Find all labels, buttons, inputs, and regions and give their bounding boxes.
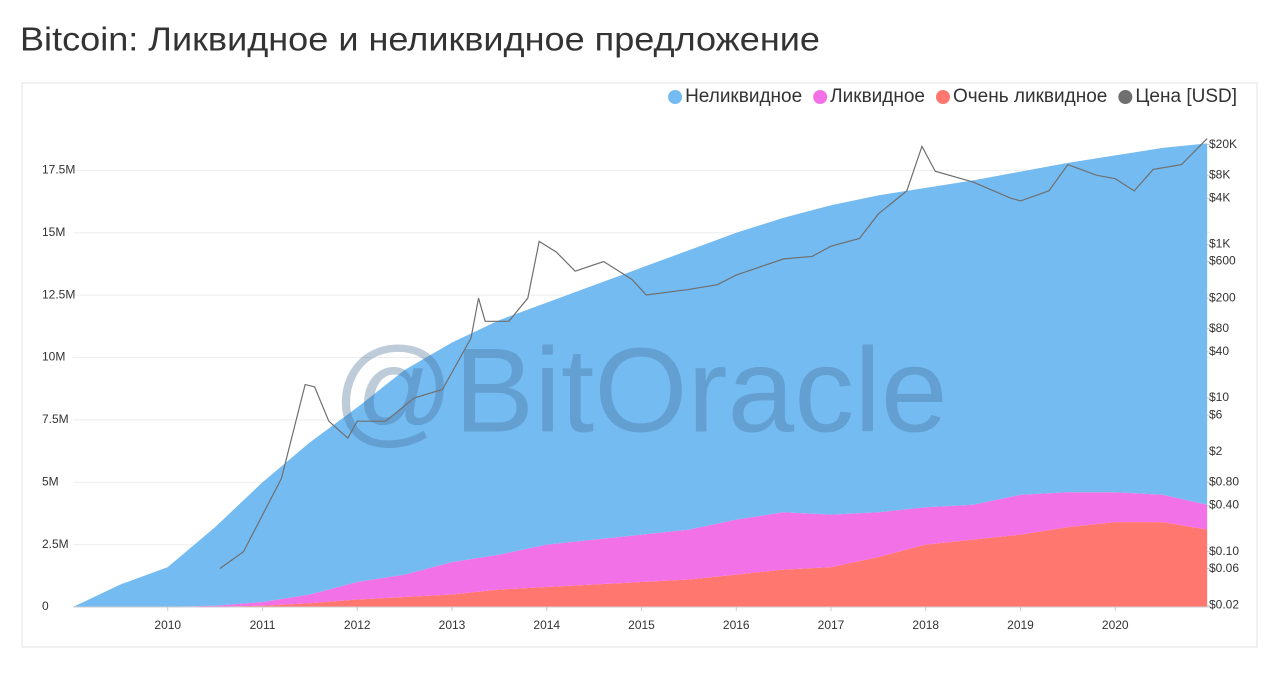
y2-tick-label: $0.06	[1209, 561, 1239, 575]
y2-tick-label: $2	[1209, 444, 1223, 458]
y2-tick-label: $1K	[1209, 237, 1230, 251]
x-tick-label: 2016	[723, 618, 750, 632]
y2-tick-label: $0.10	[1209, 544, 1239, 558]
legend-label: Ликвидное	[830, 86, 925, 107]
chart-frame	[21, 82, 1258, 648]
y2-tick-label: $10	[1209, 390, 1229, 404]
y2-tick-label: $200	[1209, 290, 1236, 304]
y2-tick-label: $600	[1209, 254, 1236, 268]
foreground: 0 2.5M 5M 7.5M 10M 12.5M 15M 17.5M $20K $8K $4K $1K…	[42, 86, 1239, 632]
y2-tick-label: $0.02	[1209, 597, 1239, 611]
x-tick-label: 2017	[818, 618, 845, 632]
y2-tick-label: $20K	[1209, 137, 1237, 151]
legend-dot	[1118, 90, 1133, 104]
area	[73, 492, 1208, 607]
x-tick-label: 2018	[912, 618, 939, 632]
area	[73, 522, 1208, 607]
legend-dot	[936, 90, 950, 104]
x-tick-label: 2020	[1102, 618, 1129, 632]
x-tick-label: 2013	[439, 618, 466, 632]
x-tick-label: 2010	[154, 618, 181, 632]
legend-dot	[813, 90, 828, 104]
legend-label: Неликвидное	[685, 86, 802, 107]
y-tick-label: 12.5M	[42, 287, 75, 301]
y-tick-label: 17.5M	[42, 163, 75, 177]
y2-tick-label: $0.80	[1209, 474, 1239, 488]
y-tick-label: 10M	[42, 350, 65, 364]
legend-label: Очень ликвидное	[953, 86, 1107, 107]
watermark: @BitOracle	[332, 324, 947, 458]
price-line	[219, 138, 1208, 570]
y2-tick-label: $8K	[1209, 167, 1230, 181]
x-tick-label: 2011	[250, 618, 276, 632]
y-tick-label: 5M	[42, 474, 59, 488]
legend-label: Цена [USD]	[1135, 86, 1237, 107]
y2-tick-label: $40	[1209, 344, 1229, 358]
y2-tick-label: $80	[1209, 321, 1229, 335]
y2-tick-label: $6	[1209, 407, 1223, 421]
x-tick-label: 2015	[628, 618, 655, 632]
y2-tick-label: $0.40	[1209, 498, 1239, 512]
areas	[73, 143, 1208, 607]
x-tick-label: 2019	[1007, 618, 1034, 632]
y-tick-label: 7.5M	[42, 412, 69, 426]
y2-tick-label: $4K	[1209, 190, 1230, 204]
legend-dot	[668, 90, 683, 104]
x-tick-label: 2014	[533, 618, 560, 632]
y-tick-label: 15M	[42, 225, 65, 239]
y-tick-label: 0	[42, 599, 49, 613]
area	[73, 143, 1208, 607]
y-tick-label: 2.5M	[42, 537, 69, 551]
x-tick-label: 2012	[344, 618, 371, 632]
chart-title: Bitcoin: Ликвидное и неликвидное предлож…	[20, 21, 820, 58]
